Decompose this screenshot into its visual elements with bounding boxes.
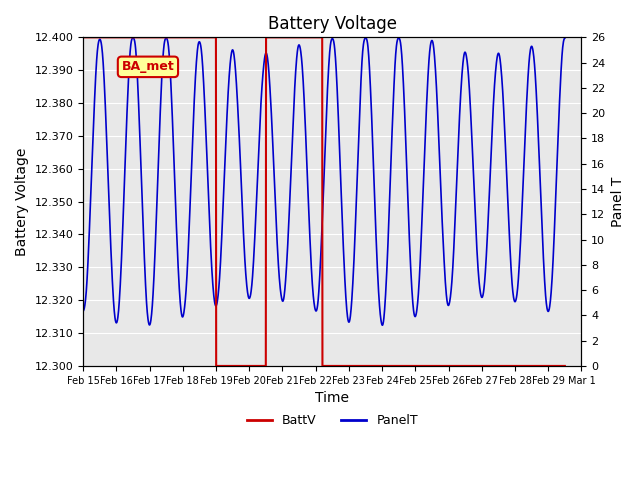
Y-axis label: Battery Voltage: Battery Voltage — [15, 147, 29, 256]
Title: Battery Voltage: Battery Voltage — [268, 15, 397, 33]
Y-axis label: Panel T: Panel T — [611, 177, 625, 227]
Text: BA_met: BA_met — [122, 60, 174, 73]
X-axis label: Time: Time — [316, 391, 349, 405]
Legend: BattV, PanelT: BattV, PanelT — [242, 409, 423, 432]
